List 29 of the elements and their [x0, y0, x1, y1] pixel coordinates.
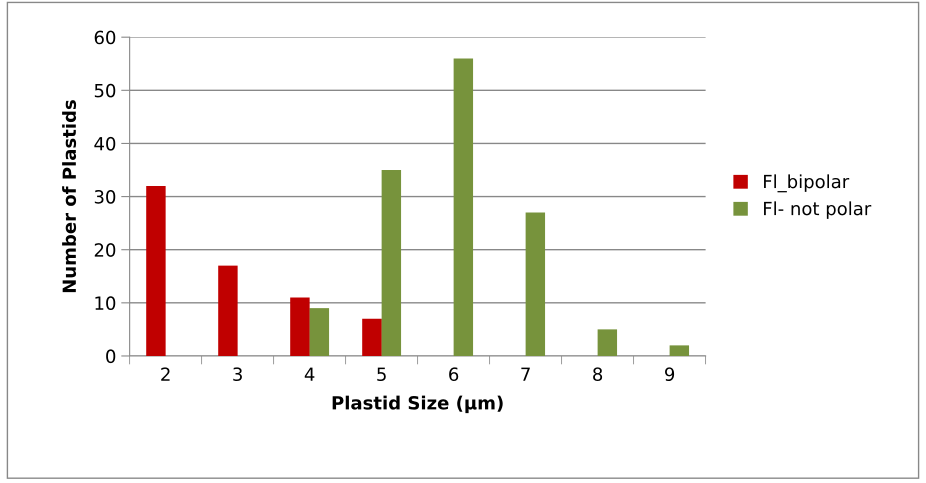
legend-label: Fl_bipolar	[764, 174, 850, 192]
x-tick-label: 3	[233, 367, 242, 382]
x-tick-label: 6	[449, 367, 458, 382]
bar	[362, 318, 382, 356]
bar	[310, 308, 330, 356]
bar	[526, 212, 546, 356]
bar	[382, 170, 402, 356]
y-axis-title: Number of Plastids	[62, 100, 76, 292]
y-tick-label: 20	[94, 243, 116, 257]
y-tick-label: 40	[94, 136, 116, 151]
bar	[598, 329, 618, 356]
bar	[218, 266, 238, 356]
y-tick-label: 30	[94, 190, 116, 204]
x-axis-title: Plastid Size (μm)	[332, 396, 503, 414]
y-tick-label: 10	[95, 296, 116, 310]
legend-label: Fl- not polar	[764, 201, 872, 219]
y-tick-label: 0	[106, 349, 116, 364]
y-tick-label: 60	[94, 30, 116, 44]
bar	[146, 186, 166, 356]
x-tick-label: 2	[161, 367, 170, 381]
bar	[454, 58, 474, 356]
x-tick-label: 7	[521, 368, 530, 381]
bar	[670, 345, 690, 356]
x-tick-label: 8	[593, 367, 602, 382]
x-tick-label: 9	[665, 367, 674, 382]
bar	[290, 298, 310, 356]
x-tick-label: 5	[377, 368, 386, 382]
y-tick-label: 50	[94, 84, 116, 98]
x-tick-label: 4	[304, 368, 314, 381]
